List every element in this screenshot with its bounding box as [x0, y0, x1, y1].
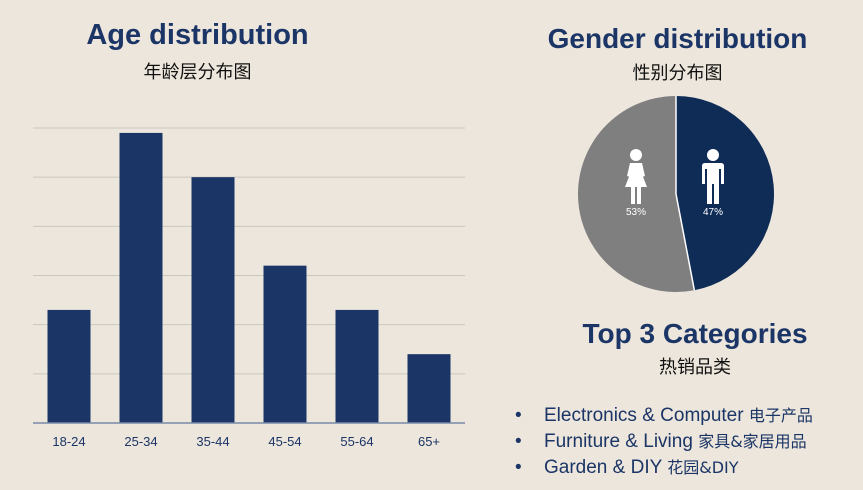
gender-chart-title: Gender distribution	[547, 23, 808, 54]
list-item: • Furniture & Living 家具&家居用品	[515, 429, 813, 455]
category-name: Garden & DIY	[544, 457, 662, 478]
male-percent-label: 47%	[703, 207, 723, 218]
category-name-zh: 家具&家居用品	[698, 432, 807, 451]
age-bar-45-54	[263, 265, 307, 423]
gender-chart-subtitle: 性别分布图	[632, 63, 723, 83]
age-bar-55-64	[335, 309, 379, 423]
bullet-icon: •	[515, 405, 522, 426]
age-tick-label: 55-64	[340, 434, 373, 449]
age-tick-label: 25-34	[124, 434, 157, 449]
age-grid	[33, 127, 465, 375]
bullet-icon: •	[515, 431, 522, 452]
age-bars	[47, 132, 451, 423]
bullet-icon: •	[515, 457, 522, 478]
pie-slice-male	[676, 96, 774, 291]
age-chart-title: Age distribution	[86, 19, 309, 51]
list-item: • Garden & DIY 花园&DIY	[515, 455, 813, 481]
female-icon	[625, 149, 647, 204]
pie-divider	[675, 193, 696, 291]
age-tick-label: 35-44	[196, 434, 229, 449]
male-icon	[702, 149, 724, 204]
female-percent-label: 53%	[626, 207, 646, 218]
category-name: Electronics & Computer	[544, 405, 744, 426]
age-tick-label: 45-54	[268, 434, 301, 449]
list-item: • Electronics & Computer 电子产品	[515, 403, 813, 429]
age-tick-label: 18-24	[52, 434, 85, 449]
category-name-zh: 花园&DIY	[667, 458, 739, 477]
age-bar-25-34	[119, 132, 163, 423]
pie-slices	[577, 96, 774, 292]
categories-list: • Electronics & Computer 电子产品 • Furniture …	[515, 403, 813, 481]
category-name-zh: 电子产品	[748, 406, 813, 425]
age-bar-65+	[407, 354, 451, 423]
category-name: Furniture & Living	[544, 431, 693, 452]
age-tick-labels: 18-24 25-34 35-44 45-54 55-64 65+	[52, 434, 440, 449]
categories-title: Top 3 Categories	[582, 318, 808, 349]
age-bar-18-24	[47, 309, 91, 423]
pie-slice-female	[577, 96, 695, 292]
categories-subtitle: 热销品类	[659, 357, 731, 377]
age-bar-35-44	[191, 177, 235, 423]
age-chart-subtitle: 年龄层分布图	[143, 62, 252, 82]
age-tick-label: 65+	[418, 434, 440, 449]
